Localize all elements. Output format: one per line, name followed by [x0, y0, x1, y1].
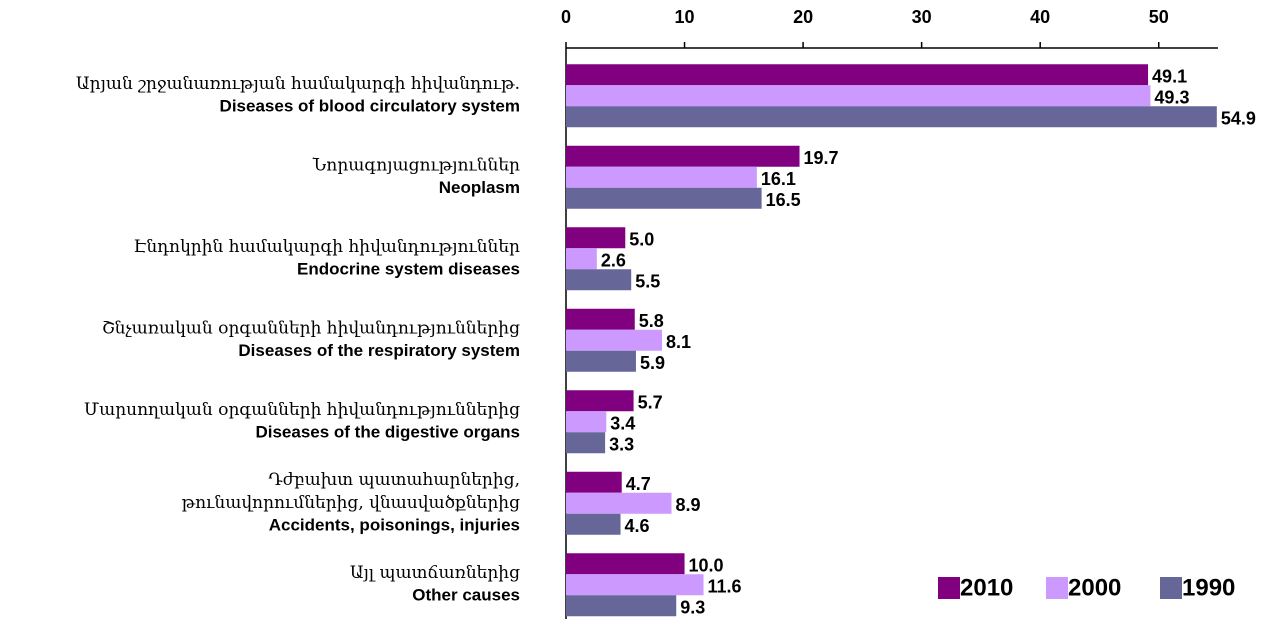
x-tick-label: 0	[561, 7, 571, 27]
bar	[566, 390, 634, 412]
category-label: թունավորումներից, վնասվածքներից	[182, 493, 520, 513]
value-label: 5.9	[640, 353, 665, 373]
legend-label: 2000	[1068, 574, 1121, 601]
category-label: Մարսողական օրգանների հիվանդություններից	[84, 400, 520, 420]
value-label: 16.5	[766, 190, 801, 210]
bar	[566, 350, 636, 372]
bar	[566, 106, 1217, 128]
category-label: Diseases of blood circulatory system	[220, 97, 520, 116]
value-label: 5.5	[635, 272, 660, 292]
value-label: 8.1	[666, 332, 691, 352]
x-tick-label: 50	[1149, 7, 1169, 27]
category-label: Արյան շրջանառության համակարգի հիվանդութ.	[76, 74, 520, 94]
value-label: 19.7	[804, 148, 839, 168]
bar	[566, 411, 607, 433]
bar	[566, 248, 597, 270]
bar	[566, 553, 685, 575]
bar	[566, 227, 626, 249]
value-label: 5.7	[638, 393, 663, 413]
legend-swatch	[1160, 577, 1182, 599]
value-label: 4.7	[626, 474, 651, 494]
legend-label: 2010	[960, 574, 1013, 601]
bar	[566, 64, 1149, 86]
bar	[566, 308, 635, 330]
bar	[566, 329, 663, 351]
category-label: Other causes	[412, 586, 520, 605]
bar	[566, 595, 677, 617]
category-label: Neoplasm	[439, 178, 520, 197]
value-label: 2.6	[601, 251, 626, 271]
x-tick-label: 20	[793, 7, 813, 27]
bar	[566, 471, 622, 493]
value-label: 4.6	[625, 516, 650, 536]
category-label: Շնչառական օրգանների հիվանդություններից	[102, 318, 520, 338]
value-label: 49.3	[1154, 88, 1189, 108]
category-label: Այլ պատճառներից	[350, 563, 520, 583]
value-label: 3.3	[609, 435, 634, 455]
value-label: 5.0	[629, 230, 654, 250]
bar	[566, 269, 632, 291]
x-tick-label: 10	[675, 7, 695, 27]
legend-label: 1990	[1182, 574, 1235, 601]
bar	[566, 85, 1151, 107]
x-tick-label: 30	[912, 7, 932, 27]
category-label: Նորագոյացություններ	[312, 155, 520, 175]
value-label: 3.4	[610, 414, 635, 434]
bar	[566, 432, 606, 454]
x-tick-label: 40	[1030, 7, 1050, 27]
category-label: Diseases of the digestive organs	[255, 423, 520, 442]
value-label: 10.0	[689, 556, 724, 576]
value-label: 5.8	[639, 311, 664, 331]
value-label: 54.9	[1221, 109, 1256, 129]
category-label: Endocrine system diseases	[297, 260, 520, 279]
legend-swatch	[938, 577, 960, 599]
legend-swatch	[1046, 577, 1068, 599]
category-label: Էնդոկրին համակարգի հիվանդություններ	[133, 237, 520, 257]
category-label: Diseases of the respiratory system	[238, 341, 520, 360]
bar	[566, 145, 800, 167]
bar	[566, 187, 762, 209]
value-label: 49.1	[1152, 67, 1187, 87]
category-label: Accidents, poisonings, injuries	[269, 516, 520, 535]
value-label: 16.1	[761, 169, 796, 189]
value-label: 11.6	[708, 577, 742, 597]
bar	[566, 574, 704, 596]
bar	[566, 492, 672, 514]
category-label: Դժբախտ պատահարներից,	[268, 470, 520, 490]
value-label: 8.9	[676, 495, 701, 515]
value-label: 9.3	[680, 598, 705, 618]
bar	[566, 513, 621, 535]
bar	[566, 166, 757, 188]
